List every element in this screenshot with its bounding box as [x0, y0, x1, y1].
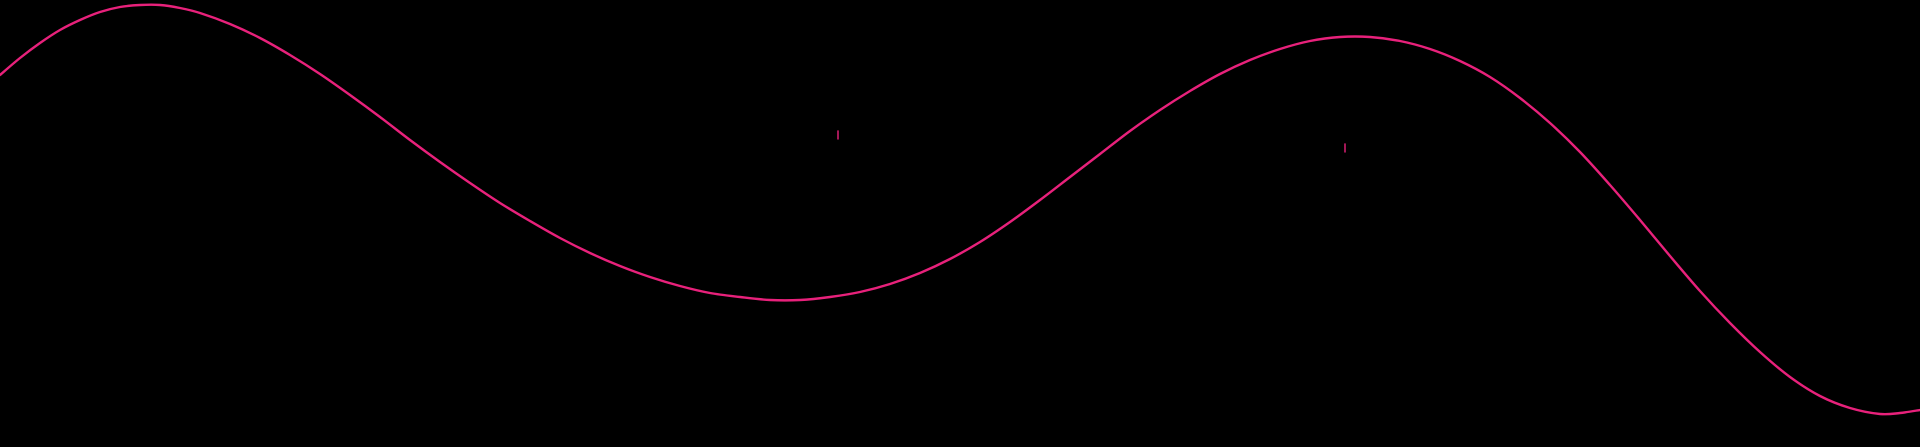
marker-group [837, 130, 1346, 153]
wave-line-path [0, 3, 1920, 416]
series-group [0, 3, 1920, 416]
